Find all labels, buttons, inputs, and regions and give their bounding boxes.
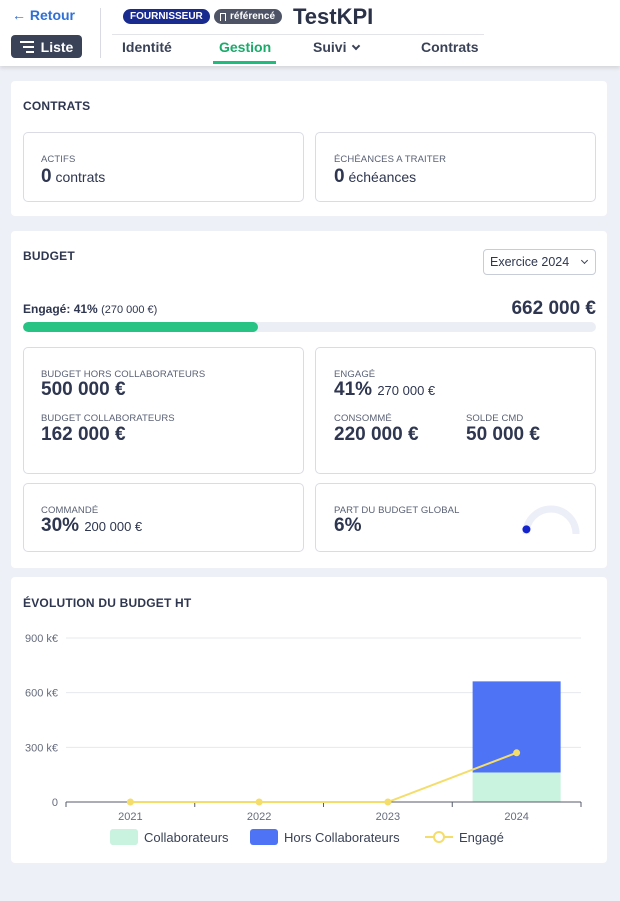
header-divider (100, 8, 101, 58)
list-button[interactable]: Liste (11, 35, 82, 58)
budget-breakdown-box: BUDGET HORS COLLABORATEURS 500 000 € BUD… (23, 347, 304, 474)
legend-swatch-collaborateurs (110, 829, 138, 845)
budget-title: BUDGET (23, 249, 75, 263)
active-tab-indicator (213, 61, 276, 64)
point-engage (513, 749, 521, 757)
global-share-gauge (522, 505, 580, 535)
legend-collaborateurs[interactable]: Collaborateurs (110, 829, 229, 845)
exercise-select[interactable]: Exercice 2024 (483, 249, 596, 275)
bookmark-icon (220, 12, 226, 21)
order-balance-value: 50 000 € (466, 424, 540, 445)
global-share-value: 6% (334, 515, 362, 536)
legend-hors-collaborateurs[interactable]: Hors Collaborateurs (250, 829, 400, 845)
back-label: Retour (29, 7, 76, 23)
arrow-left-icon: ← (12, 7, 26, 23)
global-share-box: PART DU BUDGET GLOBAL 6% (315, 483, 596, 552)
bar-hors-collaborateurs (472, 681, 561, 773)
due-dates-value: 0 échéances (334, 166, 417, 187)
exercise-select-value: Exercice 2024 (490, 255, 570, 269)
legend-label-engage: Engagé (459, 829, 504, 845)
y-tick-label: 900 k€ (25, 633, 58, 645)
referenced-badge: référencé (214, 9, 283, 24)
legend-swatch-engage (425, 831, 453, 843)
tab-identite[interactable]: Identité (122, 39, 172, 55)
y-tick-label: 0 (52, 797, 58, 809)
point-engage (255, 798, 263, 806)
list-button-label: Liste (40, 38, 74, 55)
engaged-summary: Engagé: 41% (270 000 €) (23, 302, 157, 316)
gauge-indicator (522, 525, 531, 534)
ordered-label: COMMANDÉ (41, 505, 99, 516)
ordered-value: 30% 200 000 € (41, 515, 143, 536)
chevron-down-icon (352, 41, 361, 51)
top-header: ← Retour Liste FOURNISSEUR référencé Tes… (0, 0, 620, 66)
evolution-title: ÉVOLUTION DU BUDGET HT (23, 596, 192, 610)
y-tick-label: 300 k€ (25, 742, 58, 754)
budget-evolution-chart: 0 300 k€ 600 k€ 900 k€ 2021 2022 2023 2024 (25, 633, 582, 820)
legend-label-collaborateurs: Collaborateurs (144, 829, 229, 845)
back-link[interactable]: ← Retour (12, 7, 75, 23)
budget-collab-value: 162 000 € (41, 424, 126, 445)
engaged-breakdown-box: ENGAGÉ 41% 270 000 € CONSOMMÉ 220 000 € … (315, 347, 596, 474)
tabs-divider (112, 34, 484, 35)
engaged-label: Engagé: (23, 302, 71, 316)
active-contracts-label: ACTIFS (41, 154, 76, 165)
tab-suivi[interactable]: Suivi (313, 39, 361, 55)
engaged-percent: 41% (73, 302, 98, 316)
legend-label-hors-collaborateurs: Hors Collaborateurs (284, 829, 400, 845)
point-engage (126, 798, 134, 806)
consumed-label: CONSOMMÉ (334, 413, 392, 424)
tab-suivi-label: Suivi (313, 39, 347, 55)
point-engage (384, 798, 392, 806)
budget-hors-collab-value: 500 000 € (41, 379, 126, 400)
active-contracts-box: ACTIFS 0 contrats (23, 132, 304, 202)
engaged-box-label: ENGAGÉ (334, 369, 376, 380)
contracts-title: CONTRATS (23, 99, 91, 113)
due-dates-box: ÉCHÉANCES A TRAITER 0 échéances (315, 132, 596, 202)
chevron-down-icon (580, 256, 589, 265)
x-tick-label: 2023 (376, 811, 400, 820)
budget-collab-label: BUDGET COLLABORATEURS (41, 413, 175, 424)
menu-lines-icon (19, 40, 34, 53)
referenced-badge-label: référencé (230, 11, 276, 22)
ordered-box: COMMANDÉ 30% 200 000 € (23, 483, 304, 552)
order-balance-label: SOLDE CMD (466, 413, 524, 424)
budget-total: 662 000 € (511, 298, 596, 319)
y-tick-label: 600 k€ (25, 688, 58, 700)
x-tick-label: 2021 (118, 811, 142, 820)
x-tick-label: 2022 (247, 811, 271, 820)
supplier-badge: FOURNISSEUR (123, 9, 210, 24)
page-title: TestKPI (293, 4, 374, 29)
budget-hors-collab-label: BUDGET HORS COLLABORATEURS (41, 369, 206, 380)
engaged-box-value: 41% 270 000 € (334, 379, 436, 400)
tab-contrats[interactable]: Contrats (421, 39, 479, 55)
legend-engage[interactable]: Engagé (425, 829, 504, 845)
line-engage (130, 751, 517, 803)
active-contracts-value: 0 contrats (41, 166, 106, 187)
consumed-value: 220 000 € (334, 424, 419, 445)
legend-swatch-hors-collaborateurs (250, 829, 278, 845)
engaged-amount: (270 000 €) (101, 304, 158, 316)
bar-collaborateurs (472, 772, 561, 802)
due-dates-label: ÉCHÉANCES A TRAITER (334, 154, 447, 165)
gauge-track (522, 505, 580, 535)
engaged-progress-fill (23, 322, 258, 332)
engaged-progress-bar (23, 322, 596, 332)
global-share-label: PART DU BUDGET GLOBAL (334, 505, 460, 516)
tab-gestion[interactable]: Gestion (219, 39, 272, 55)
x-tick-label: 2024 (504, 811, 528, 820)
